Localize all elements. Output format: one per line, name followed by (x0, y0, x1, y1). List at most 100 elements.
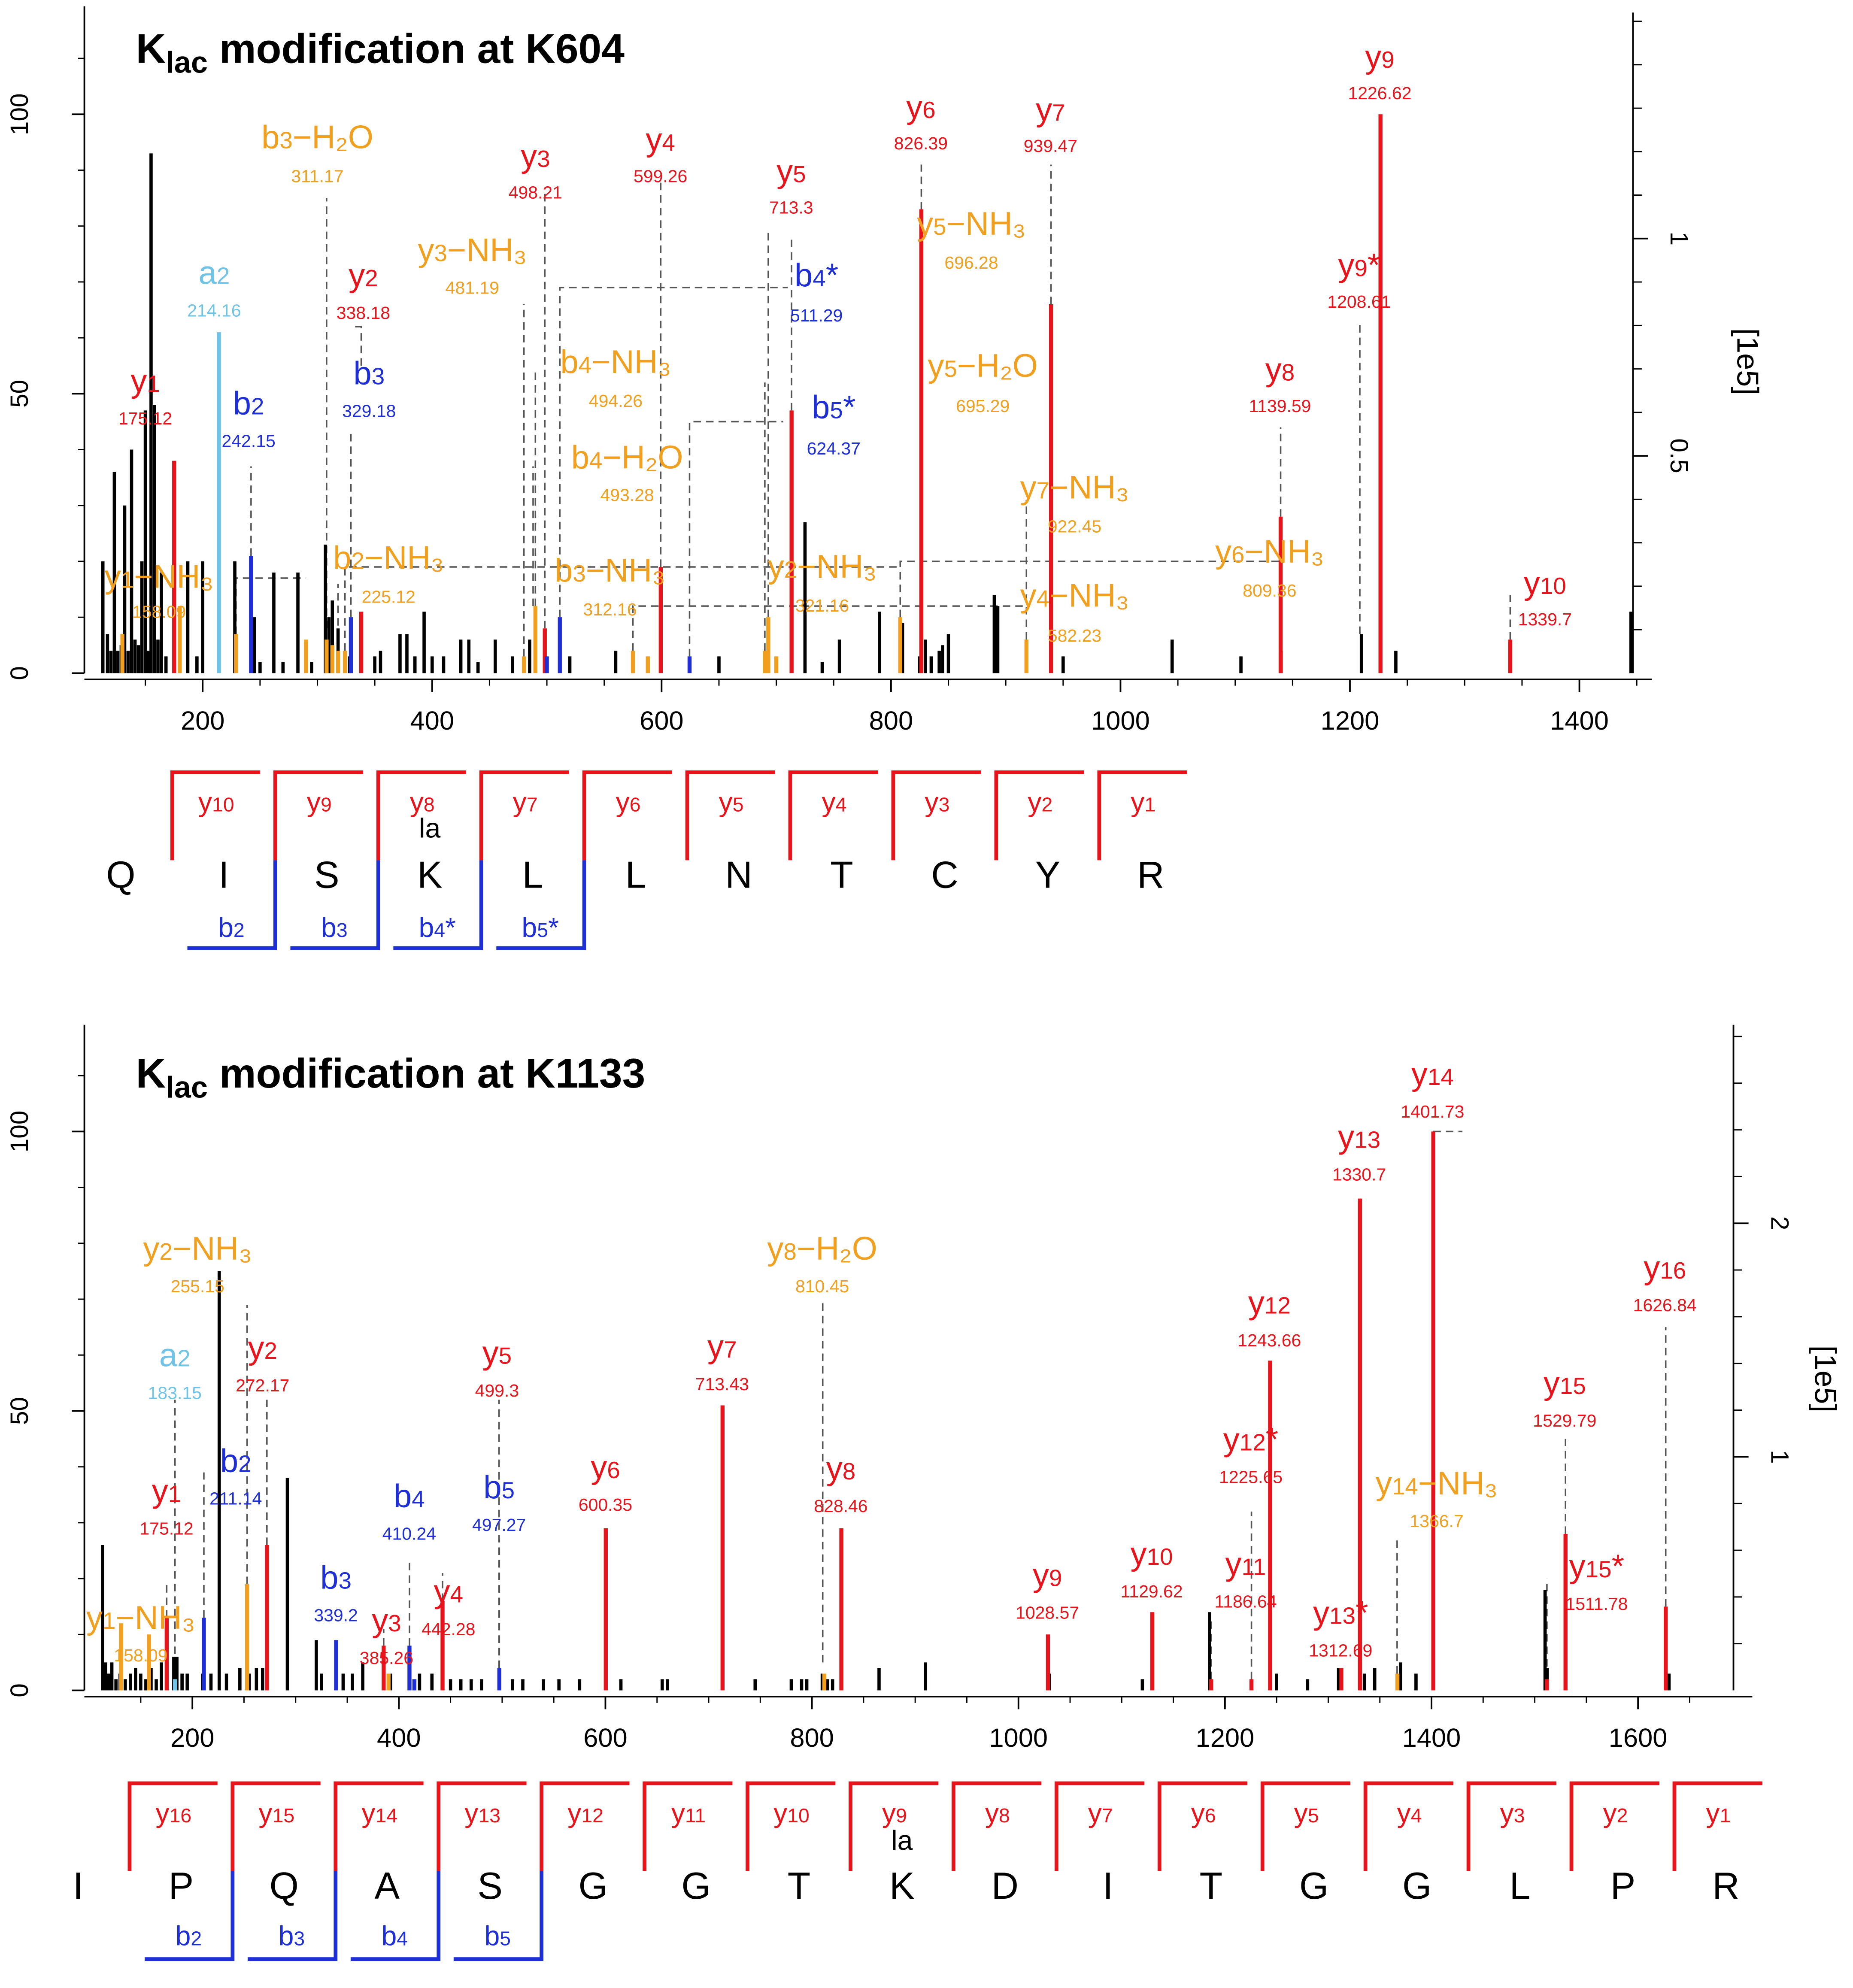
ion-label-y4: y4 (646, 121, 675, 158)
y-fragment-bracket (1157, 1781, 1248, 1871)
y-fragment-label: y14 (361, 1797, 397, 1828)
b-fragment-label: b5 (484, 1921, 511, 1952)
ion-label-y11: y11 (1225, 1546, 1266, 1582)
residue: R (1137, 854, 1164, 896)
right-tick-label: 1 (1765, 1450, 1793, 1464)
residue: G (681, 1865, 710, 1907)
b-fragment-label: b3 (321, 912, 348, 943)
ion-label-y1: y1−NH₃ (86, 1600, 195, 1636)
ion-mz-label: 582.23 (1048, 626, 1101, 645)
right-axis-label: [1e5] (1809, 1346, 1843, 1412)
ion-label-y9: y9 (1033, 1557, 1062, 1594)
ion-label-b4: b4−NH₃ (560, 344, 671, 380)
ion-label-y4: y4 (434, 1573, 464, 1610)
residue: T (830, 854, 853, 896)
right-tick-label: 1 (1665, 232, 1693, 246)
b-fragment-bracket (247, 1871, 338, 1961)
y-fragment-label: y4 (822, 786, 846, 817)
residue: L (522, 854, 543, 896)
ion-mz-label: 497.27 (472, 1515, 526, 1535)
ion-mz-label: 599.26 (634, 166, 687, 186)
spectrum-panel-k1133: 0 50 100 200 400 600 800 1000 1200 1400 1600 1 2 [1e5… (6, 1024, 1843, 1961)
ion-mz-label: 713.3 (769, 197, 813, 217)
y-fragment-label: y1 (1131, 786, 1155, 817)
guide-line (632, 605, 1029, 651)
y-fragment-bracket (1466, 1781, 1556, 1871)
ion-mz-label: 1626.84 (1633, 1295, 1697, 1315)
ion-label-y10: y10 (1131, 1536, 1173, 1572)
residue: Q (106, 854, 135, 896)
y-fragment-label: y7 (1088, 1797, 1113, 1828)
residue: D (992, 1865, 1019, 1907)
ion-label-b5: b5* (812, 389, 855, 425)
ion-mz-label: 1186.64 (1214, 1591, 1277, 1611)
x-tick-label: 1400 (1402, 1723, 1461, 1753)
ion-mz-label: 1243.66 (1237, 1330, 1301, 1350)
y-fragment-bracket (437, 1781, 527, 1871)
ion-mz-label: 922.45 (1048, 517, 1101, 536)
y-fragment-label: y3 (925, 786, 949, 817)
ion-label-b3: b3 (353, 355, 385, 391)
ion-mz-label: 339.2 (314, 1606, 358, 1625)
y-fragment-bracket (891, 770, 981, 861)
ion-label-a2: a2 (199, 255, 230, 291)
peaks (101, 1131, 1671, 1691)
ion-label-y2: y2 (349, 257, 378, 294)
modification-label: la (891, 1825, 913, 1856)
panel-title: Klac modification at K1133 (136, 1051, 646, 1104)
y-fragment-bracket (230, 1781, 321, 1871)
guide-line (352, 326, 362, 366)
ion-mz-label: 1330.7 (1332, 1165, 1386, 1185)
y-fragment-bracket (1363, 1781, 1453, 1871)
b-fragment-bracket (350, 1871, 441, 1961)
ion-label-y9: y9* (1338, 247, 1380, 284)
ion-mz-label: 272.17 (236, 1376, 289, 1395)
x-tick-label: 1400 (1550, 706, 1609, 736)
annotation-guides (166, 1130, 1667, 1679)
y-fragment-label: y6 (616, 786, 641, 817)
x-tick-label: 200 (181, 706, 225, 736)
residue: K (417, 854, 443, 896)
x-tick-label: 1600 (1609, 1723, 1668, 1753)
residue: R (1712, 1865, 1739, 1907)
ion-label-y1: y1 (130, 363, 160, 399)
ion-mz-label: 175.12 (140, 1519, 193, 1539)
ion-label-y14: y14−NH₃ (1376, 1465, 1498, 1502)
y-fragment-label: y11 (671, 1797, 706, 1828)
guide-line (559, 287, 788, 618)
y-fragment-bracket (746, 1781, 836, 1871)
ion-mz-label: 214.16 (187, 300, 241, 320)
ion-label-y2: y2 (248, 1330, 278, 1366)
right-tick-label: 0.5 (1665, 438, 1693, 473)
spectrum-panel-k604: 0 50 100 200 400 600 800 1000 1200 1400 0.5 1 [1e5] y… (6, 6, 1765, 950)
ion-mz-label: 696.28 (944, 253, 998, 273)
y-tick-label: 50 (6, 1397, 33, 1425)
ion-mz-label: 1028.57 (1016, 1603, 1079, 1623)
y-fragment-label: y10 (198, 786, 234, 817)
residue: Q (270, 1865, 299, 1907)
ion-mz-label: 481.19 (446, 278, 499, 298)
ion-label-b4: b4−H₂O (571, 439, 683, 476)
residue: N (725, 854, 752, 896)
y-fragment-label: y5 (1294, 1797, 1319, 1828)
ion-mz-label: 442.28 (422, 1619, 475, 1639)
ion-label-y1: y1−NH₃ (105, 558, 214, 595)
ion-mz-label: 1529.79 (1533, 1411, 1596, 1430)
ion-mz-label: 809.36 (1243, 581, 1296, 600)
ion-mz-label: 713.43 (695, 1374, 749, 1394)
y-fragment-label: y7 (513, 786, 538, 817)
guide-line (688, 421, 783, 657)
ion-mz-label: 624.37 (807, 439, 861, 458)
x-tick-label: 400 (377, 1723, 421, 1753)
x-tick-label: 800 (790, 1723, 834, 1753)
ion-label-y13: y13* (1313, 1594, 1368, 1631)
ion-label-y8: y8−H₂O (767, 1230, 877, 1267)
residue: P (1610, 1865, 1636, 1907)
x-tick-label: 1000 (989, 1723, 1048, 1753)
b-fragment-bracket (187, 860, 277, 950)
ion-mz-label: 255.15 (171, 1276, 224, 1296)
residue: L (625, 854, 646, 896)
ion-label-y6: y6 (591, 1449, 620, 1485)
y-fragment-bracket (643, 1781, 733, 1871)
